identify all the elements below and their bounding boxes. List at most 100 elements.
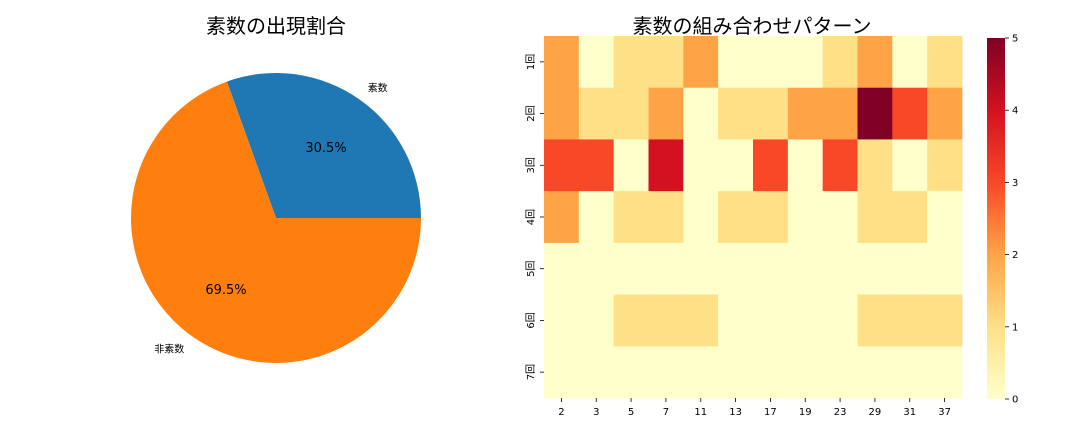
heatmap-cell	[683, 139, 719, 192]
heatmap-cell	[683, 36, 719, 89]
heatmap-cell	[613, 139, 649, 192]
heatmap-cell	[648, 294, 684, 347]
heatmap-cell	[613, 346, 649, 399]
heatmap-cell	[648, 87, 684, 140]
x-tick-label: 11	[694, 407, 707, 418]
heatmap-cell	[613, 242, 649, 295]
heatmap-cell	[648, 242, 684, 295]
colorbar-tick-label: 3	[1012, 178, 1018, 189]
heatmap-cell	[544, 294, 580, 347]
heatmap-cell	[544, 139, 580, 192]
heatmap-cell	[857, 242, 893, 295]
y-tick-label: 2回	[525, 105, 537, 121]
heatmap-cell	[683, 242, 719, 295]
heatmap-cell	[927, 139, 963, 192]
heatmap-cell	[683, 87, 719, 140]
heatmap-cell	[753, 191, 789, 244]
heatmap-cell	[822, 191, 858, 244]
heatmap-cell	[822, 294, 858, 347]
heatmap-cell	[578, 36, 615, 89]
heatmap-cell	[718, 87, 754, 140]
heatmap-cell	[718, 242, 754, 295]
y-tick-label: 3回	[525, 157, 537, 173]
heatmap-chart: 素数の組み合わせパターン 2 3 5 7 11 13 17 19 23 29 31 371回2回3回4…	[525, 14, 963, 418]
heatmap-cell	[544, 191, 580, 244]
heatmap-cell	[683, 294, 719, 347]
x-tick-label: 5	[628, 407, 634, 418]
y-tick-label: 6回	[525, 312, 537, 328]
heatmap-cell	[718, 36, 754, 89]
heatmap-cell	[892, 346, 928, 399]
colorbar-tick-label: 1	[1012, 322, 1018, 333]
heatmap-cell	[892, 294, 928, 347]
heatmap-cell	[544, 87, 580, 140]
heatmap-cell	[578, 139, 615, 192]
heatmap-cell	[753, 139, 789, 192]
heatmap-cell	[718, 294, 754, 347]
heatmap-cell	[822, 242, 858, 295]
heatmap-cell	[648, 139, 684, 192]
heatmap-cell	[787, 191, 824, 244]
heatmap-cell	[857, 294, 893, 347]
colorbar: 0 1 2 3 4 5	[987, 34, 1018, 406]
heatmap-cell	[822, 87, 858, 140]
pie-title: 素数の出現割合	[206, 14, 346, 38]
heatmap-cell	[857, 36, 893, 89]
heatmap-cell	[857, 87, 893, 140]
pie-pct-label: 30.5%	[305, 141, 346, 156]
heatmap-cell	[613, 191, 649, 244]
heatmap-cell	[927, 242, 963, 295]
colorbar-tick-label: 4	[1012, 106, 1018, 117]
heatmap-cell	[648, 36, 684, 89]
heatmap-cell	[753, 36, 789, 89]
heatmap-cell	[544, 242, 580, 295]
heatmap-cell	[927, 346, 963, 399]
y-tick-label: 7回	[525, 364, 537, 380]
heatmap-cell	[613, 36, 649, 89]
heatmap-cell	[787, 139, 824, 192]
x-tick-label: 37	[938, 407, 951, 418]
heatmap-cell	[857, 346, 893, 399]
pie-slice-label: 非素数	[154, 343, 184, 356]
heatmap-cell	[683, 346, 719, 399]
heatmap-cell	[544, 346, 580, 399]
y-tick-label: 1回	[525, 54, 537, 70]
pie-slice-label: 素数	[368, 82, 388, 95]
pie-slice	[226, 72, 422, 219]
heatmap-cell	[892, 242, 928, 295]
heatmap-cell	[787, 87, 824, 140]
heatmap-cell	[927, 87, 963, 140]
heatmap-cell	[753, 346, 789, 399]
heatmap-cell	[683, 191, 719, 244]
heatmap-cell	[927, 191, 963, 244]
heatmap-cell	[892, 36, 928, 89]
heatmap-cell	[892, 191, 928, 244]
heatmap-cell	[578, 242, 615, 295]
x-tick-label: 29	[869, 407, 882, 418]
heatmap-cell	[718, 346, 754, 399]
x-tick-label: 7	[663, 407, 669, 418]
colorbar-tick-label: 0	[1012, 395, 1018, 406]
heatmap-cell	[822, 36, 858, 89]
colorbar-tick-label: 5	[1012, 34, 1018, 45]
heatmap-cell	[613, 294, 649, 347]
x-tick-label: 23	[834, 407, 847, 418]
heatmap-cell	[648, 346, 684, 399]
pie-pct-label: 69.5%	[205, 283, 246, 298]
colorbar-gradient	[987, 38, 1005, 399]
heatmap-cell	[753, 242, 789, 295]
heatmap-cell	[787, 242, 824, 295]
heatmap-cell	[648, 191, 684, 244]
x-tick-label: 31	[903, 407, 916, 418]
heatmap-cell	[857, 139, 893, 192]
heatmap-cell	[578, 294, 615, 347]
heatmap-cell	[787, 346, 824, 399]
heatmap-cell	[753, 294, 789, 347]
heatmap-cell	[787, 36, 824, 89]
heatmap-cell	[718, 139, 754, 192]
heatmap-cell	[578, 87, 615, 140]
heatmap-cell	[927, 294, 963, 347]
x-tick-label: 19	[799, 407, 812, 418]
heatmap-cell	[857, 191, 893, 244]
